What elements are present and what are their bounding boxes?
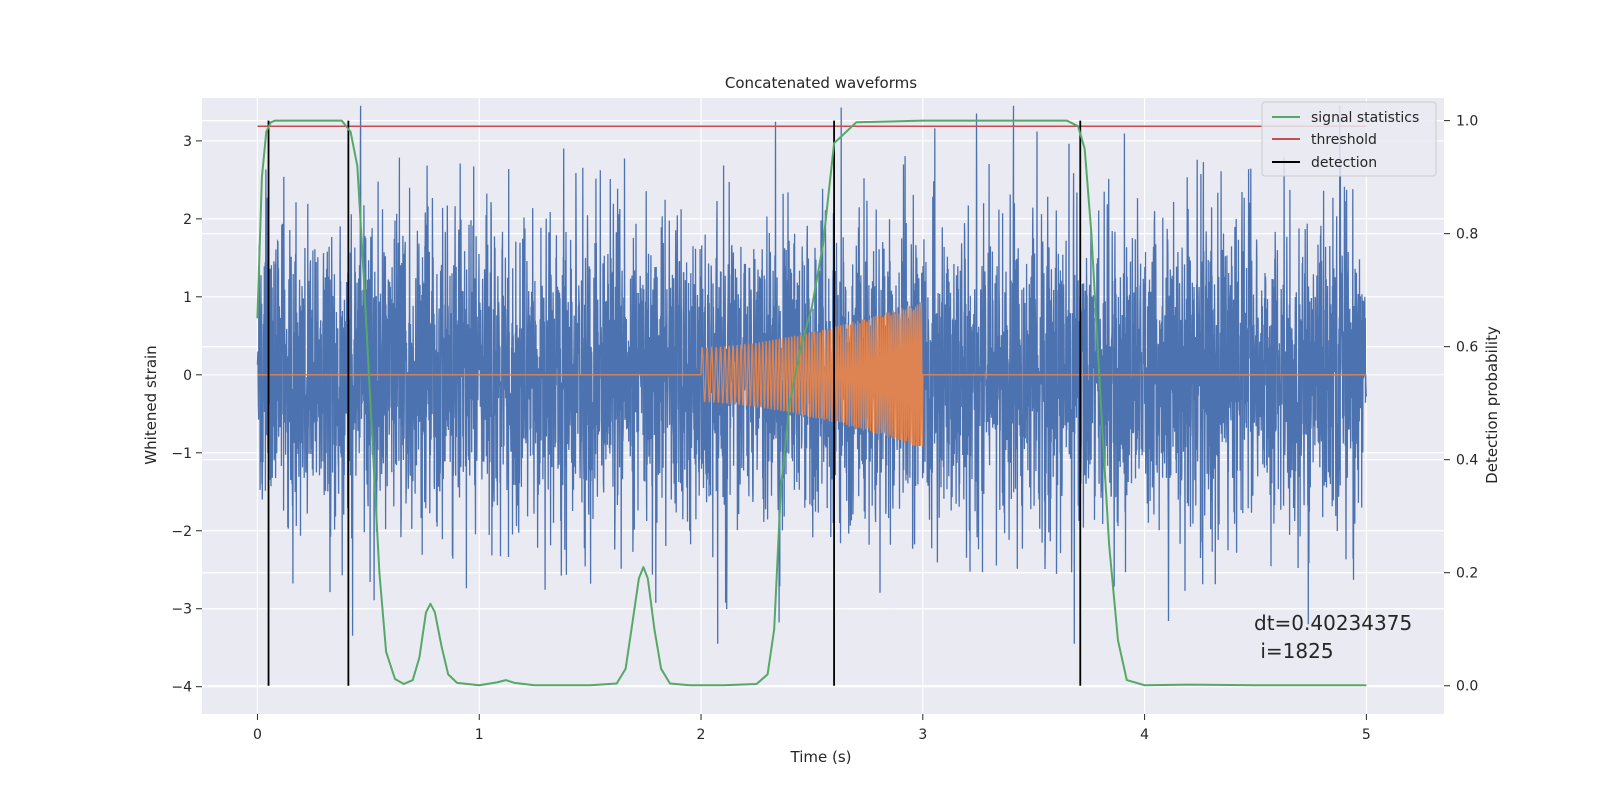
left-tick-label-1: −3 — [171, 602, 192, 618]
legend-label-threshold: threshold — [1311, 132, 1377, 148]
right-tick-label-5: 1.0 — [1456, 114, 1478, 130]
right-tick-label-3: 0.6 — [1456, 340, 1478, 356]
x-tick-label-1: 1 — [475, 727, 484, 743]
template-series — [257, 302, 1367, 447]
left-tick-label-0: −4 — [171, 680, 192, 696]
x-tick-label-0: 0 — [253, 727, 262, 743]
x-tick-label-3: 3 — [918, 727, 927, 743]
left-tick-label-2: −2 — [171, 524, 192, 540]
strain-series — [256, 105, 1368, 644]
left-tick-label-6: 2 — [183, 212, 192, 228]
x-tick-label-5: 5 — [1362, 727, 1371, 743]
right-axis-label: Detection probability — [1483, 326, 1501, 484]
x-axis-label: Time (s) — [790, 748, 852, 766]
signal-statistics-series — [256, 119, 1367, 687]
right-tick-label-0: 0.0 — [1456, 679, 1478, 695]
signal-statistics-line — [256, 119, 1367, 687]
legend-label-signal-statistics: signal statistics — [1311, 110, 1419, 126]
left-axis-ticks: −4 −3 −2 −1 0 1 2 3 — [171, 134, 202, 696]
legend: signal statistics threshold detection — [1261, 101, 1437, 177]
left-axis-label: Whitened strain — [142, 345, 160, 464]
x-axis-ticks: 0 1 2 3 4 5 — [253, 714, 1371, 743]
left-tick-label-4: 0 — [183, 368, 192, 384]
right-axis-ticks: 0.0 0.2 0.4 0.6 0.8 1.0 — [1444, 114, 1478, 695]
x-tick-label-2: 2 — [697, 727, 706, 743]
legend-box — [1261, 101, 1437, 177]
right-tick-label-1: 0.2 — [1456, 566, 1478, 582]
strain-line — [256, 105, 1368, 644]
detection-series — [267, 120, 1082, 686]
left-tick-label-3: −1 — [171, 446, 192, 462]
annotation-i: i=1825 — [1254, 639, 1334, 663]
template-line — [257, 302, 1367, 447]
left-tick-label-5: 1 — [183, 290, 192, 306]
x-tick-label-4: 4 — [1140, 727, 1149, 743]
legend-label-detection: detection — [1311, 155, 1377, 171]
annotations: dt=0.40234375 i=1825 — [1254, 611, 1412, 663]
right-tick-label-2: 0.4 — [1456, 453, 1478, 469]
right-tick-label-4: 0.8 — [1456, 227, 1478, 243]
chart-title: Concatenated waveforms — [725, 74, 917, 92]
annotation-dt: dt=0.40234375 — [1254, 611, 1412, 635]
left-tick-label-7: 3 — [183, 134, 192, 150]
